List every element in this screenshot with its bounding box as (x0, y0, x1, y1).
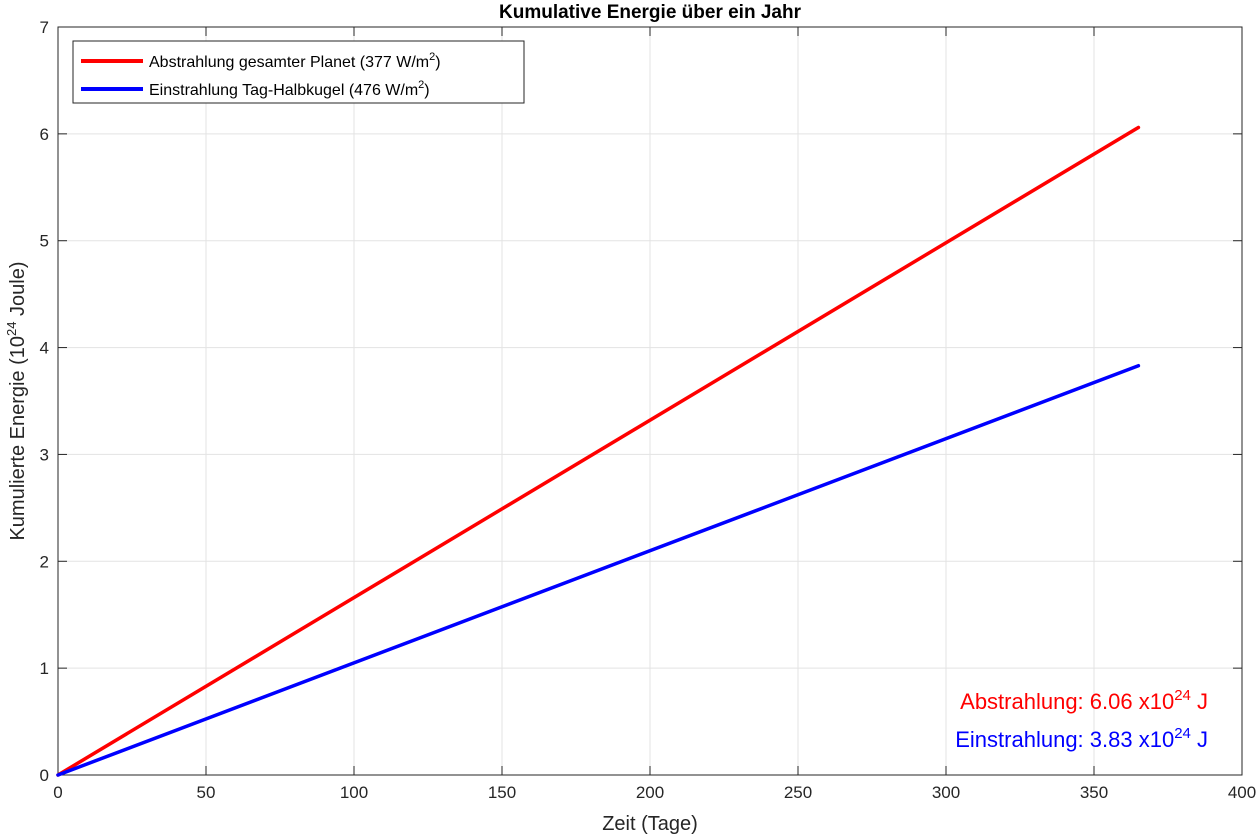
series-line-abstrahlung (56, 125, 1141, 777)
chart-title: Kumulative Energie über ein Jahr (499, 2, 802, 23)
x-axis-label: Zeit (Tage) (602, 813, 698, 835)
x-tick-label: 0 (53, 783, 62, 802)
x-tick-label: 250 (784, 783, 812, 802)
annotation-abstrahlung-prefix: Abstrahlung: 6.06 x10 (960, 689, 1174, 714)
series-line-einstrahlung (56, 363, 1141, 777)
legend-entry-abstrahlung-exponent: 2 (429, 51, 435, 63)
axis-ticks: 0 50 100 150 200 250 300 350 400 0 1 2 3 4 5 6 7 (40, 18, 1257, 802)
annotation-abstrahlung-suffix: J (1191, 689, 1208, 714)
legend-box (72, 40, 525, 104)
legend-entry-einstrahlung-suffix: ) (424, 82, 429, 99)
x-tick-label: 300 (932, 783, 960, 802)
annotation-einstrahlung-prefix: Einstrahlung: 3.83 x10 (955, 727, 1174, 752)
legend-entry-abstrahlung: Abstrahlung gesamter Planet (377 W/m2) (149, 51, 441, 71)
annotation-einstrahlung-total: Einstrahlung: 3.83 x1024 J (955, 725, 1208, 752)
legend-entry-einstrahlung-exponent: 2 (418, 79, 424, 91)
legend-entry-abstrahlung-prefix: Abstrahlung gesamter Planet (377 W/m (149, 54, 429, 71)
y-tick-label: 0 (40, 766, 49, 785)
y-tick-label: 4 (40, 339, 49, 358)
x-tick-label: 50 (197, 783, 216, 802)
x-tick-label: 200 (636, 783, 664, 802)
x-tick-label: 150 (488, 783, 516, 802)
y-axis-label-prefix: Kumulierte Energie (10 (7, 336, 29, 541)
y-tick-label: 6 (40, 125, 49, 144)
annotation-einstrahlung-exponent: 24 (1174, 725, 1191, 742)
annotation-abstrahlung-exponent: 24 (1174, 687, 1191, 704)
y-axis-label: Kumulierte Energie (1024 Joule) (4, 261, 29, 540)
legend-entry-abstrahlung-suffix: ) (435, 54, 440, 71)
legend-entry-einstrahlung-prefix: Einstrahlung Tag-Halbkugel (476 W/m (149, 82, 418, 99)
y-tick-label: 5 (40, 232, 49, 251)
y-tick-label: 7 (40, 18, 49, 37)
annotation-abstrahlung-total: Abstrahlung: 6.06 x1024 J (960, 687, 1208, 714)
y-tick-label: 1 (40, 659, 49, 678)
annotation-einstrahlung-suffix: J (1191, 727, 1208, 752)
legend: Abstrahlung gesamter Planet (377 W/m2) E… (72, 40, 525, 104)
x-tick-label: 350 (1080, 783, 1108, 802)
y-tick-label: 3 (40, 445, 49, 464)
x-tick-label: 100 (340, 783, 368, 802)
grid (58, 27, 1242, 775)
x-tick-label: 400 (1228, 783, 1256, 802)
y-tick-label: 2 (40, 552, 49, 571)
y-axis-label-exponent: 24 (4, 322, 19, 336)
y-axis-label-suffix: Joule) (7, 261, 29, 321)
series-lines (56, 125, 1141, 777)
legend-entry-einstrahlung: Einstrahlung Tag-Halbkugel (476 W/m2) (149, 79, 430, 99)
